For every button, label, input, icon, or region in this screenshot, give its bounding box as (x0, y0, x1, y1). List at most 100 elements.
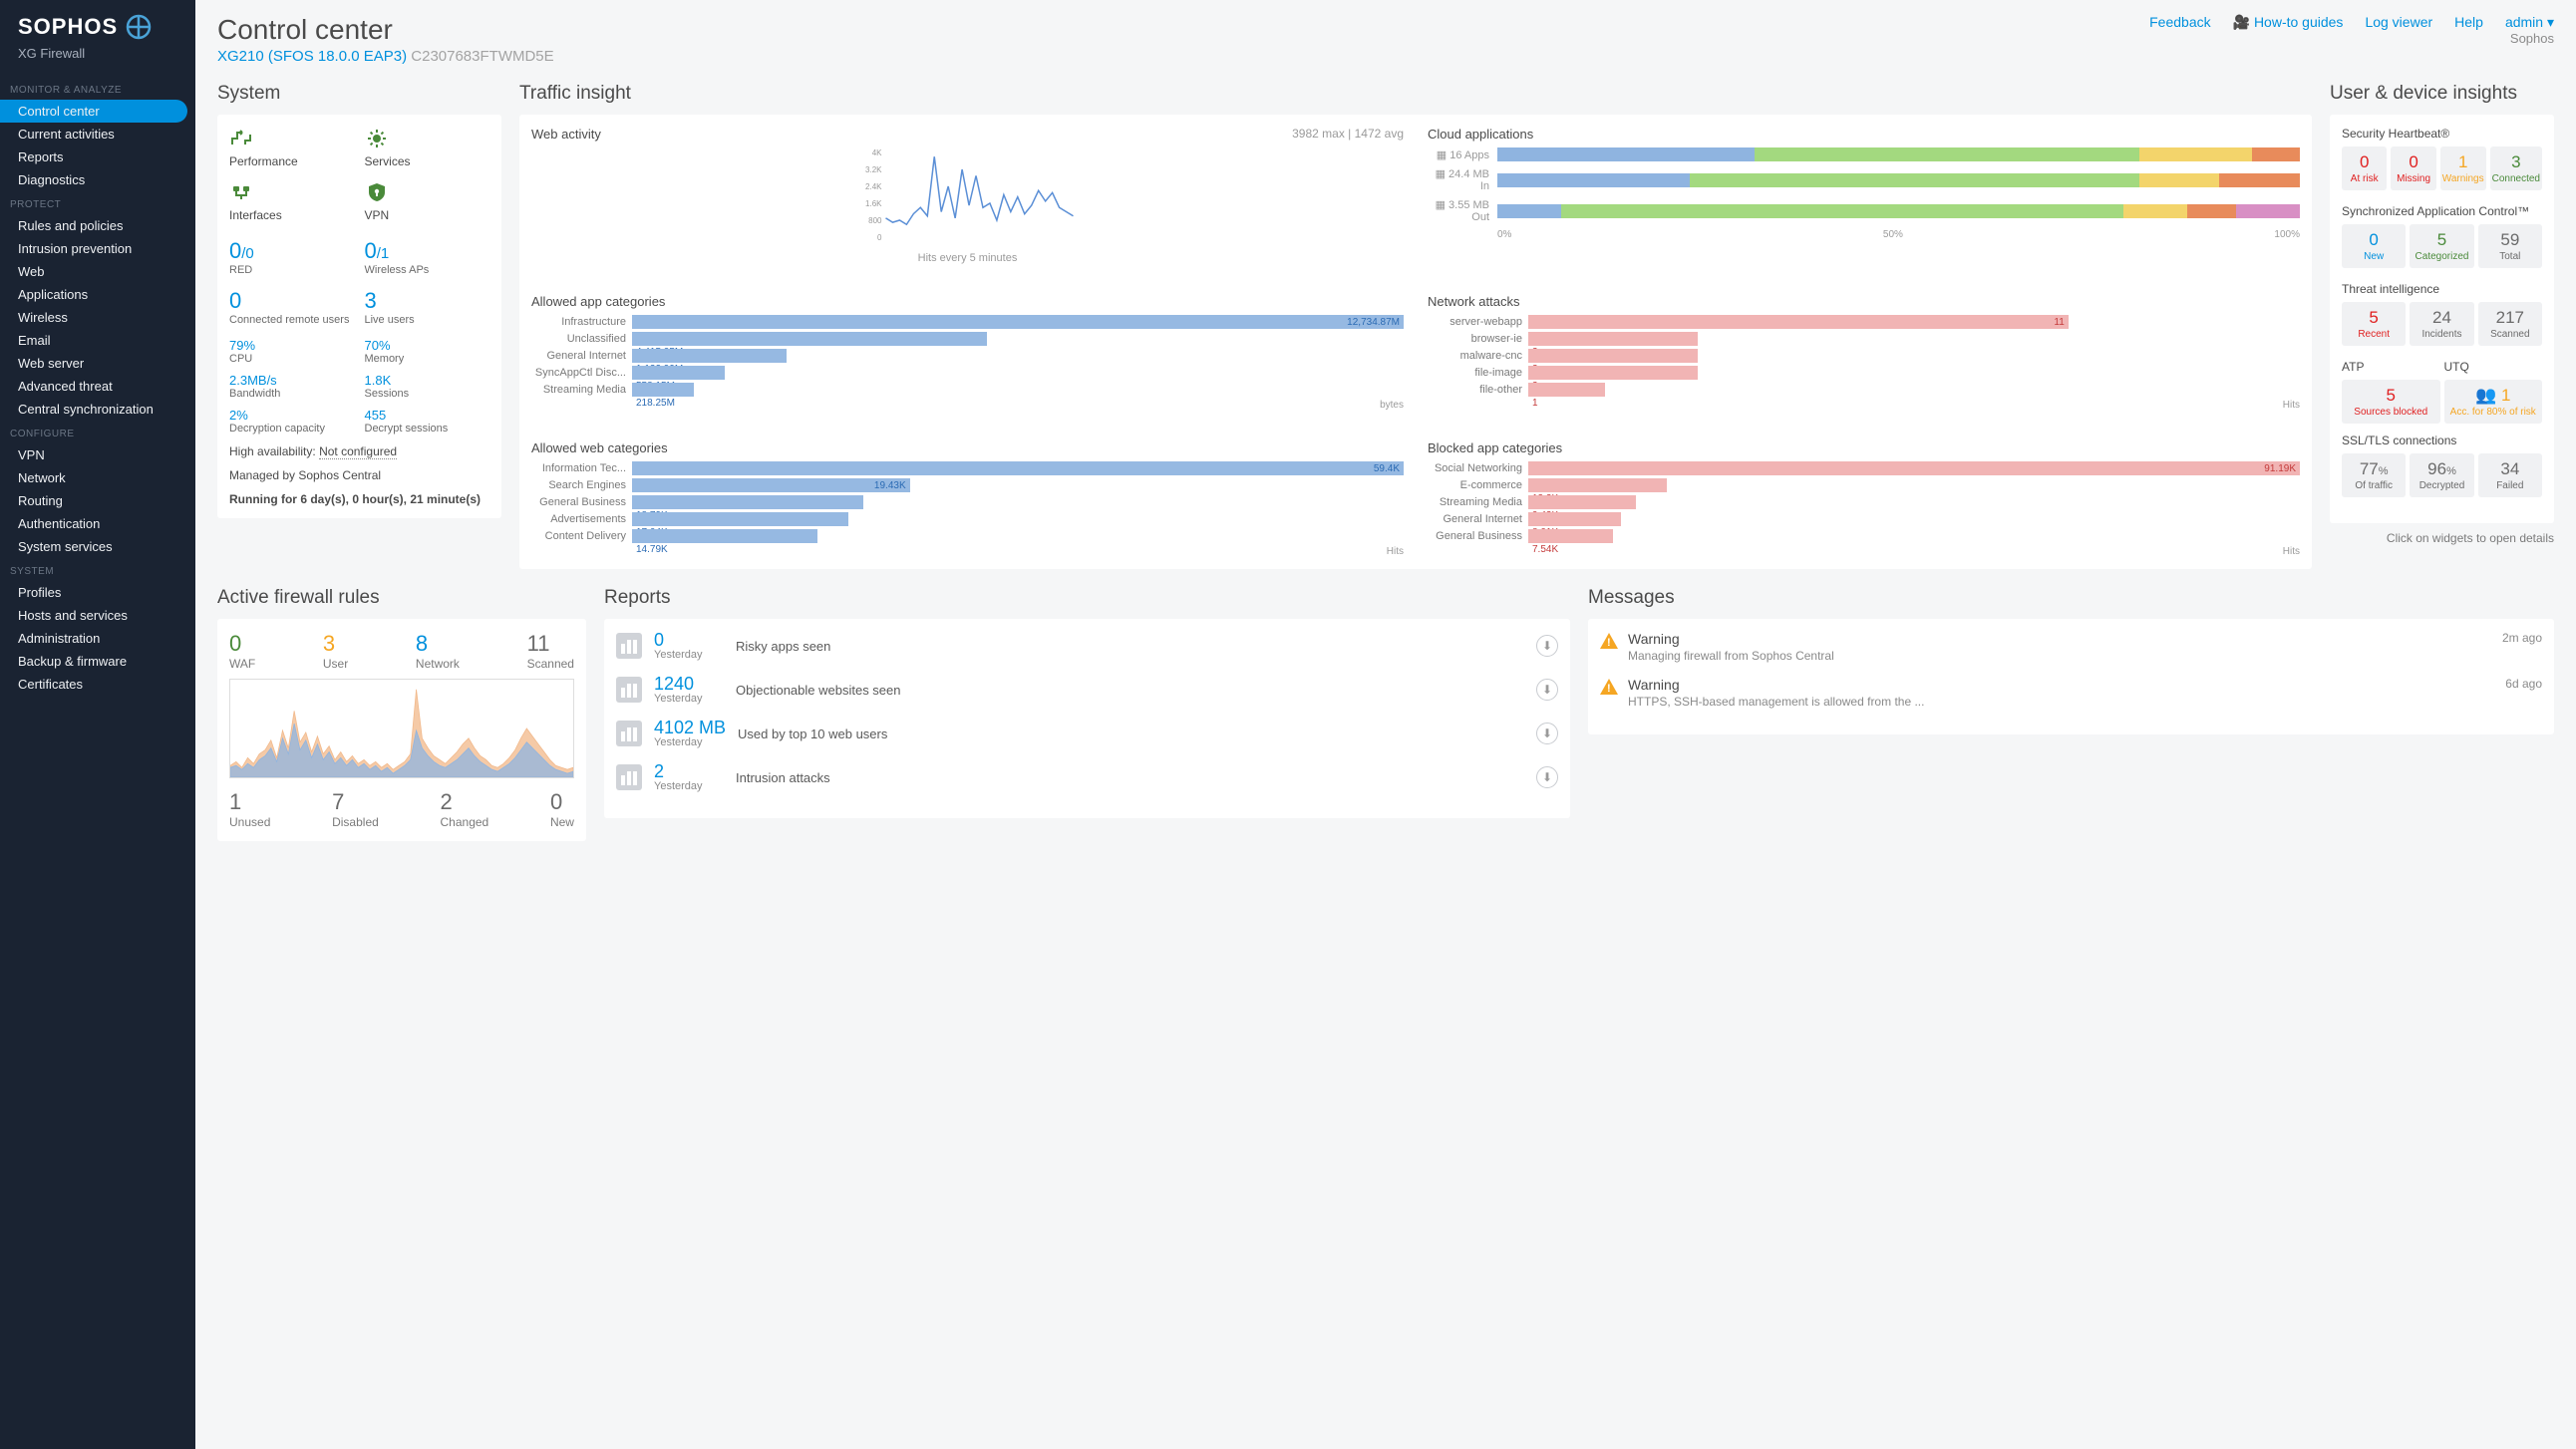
metric-bandwidth[interactable]: 2.3MB/sBandwidth (229, 373, 355, 400)
nav-item-rules-and-policies[interactable]: Rules and policies (0, 214, 195, 237)
message-row[interactable]: Warning6d agoHTTPS, SSH-based management… (1600, 677, 2542, 709)
brand-name: SOPHOS (18, 14, 118, 40)
nav-item-advanced-threat[interactable]: Advanced threat (0, 375, 195, 398)
report-row[interactable]: 0YesterdayRisky apps seen⬇ (616, 631, 1558, 661)
message-row[interactable]: Warning2m agoManaging firewall from Soph… (1600, 631, 2542, 663)
metric-cpu[interactable]: 79%CPU (229, 338, 355, 365)
nav-item-certificates[interactable]: Certificates (0, 673, 195, 696)
allowed-web-categories[interactable]: Allowed web categoriesInformation Tec...… (531, 440, 1404, 557)
system-vpn[interactable]: VPN (365, 180, 490, 222)
metric-decrypt-sessions[interactable]: 455Decrypt sessions (365, 408, 490, 435)
bar-row: General Business18.79K (531, 495, 1404, 509)
admin-menu[interactable]: admin ▾ (2505, 14, 2554, 30)
afw-waf[interactable]: 0WAF (229, 631, 255, 671)
help-link[interactable]: Help (2454, 14, 2483, 30)
ha-row: High availability: Not configured (229, 444, 489, 458)
bar-row: Advertisements17.04K (531, 512, 1404, 526)
nav-item-web-server[interactable]: Web server (0, 352, 195, 375)
stat-wireless-aps[interactable]: 0/1Wireless APs (365, 238, 490, 276)
insight-security-heartbeat-[interactable]: Security Heartbeat®0At risk0Missing1Warn… (2342, 127, 2542, 190)
topbar: Control center XG210 (SFOS 18.0.0 EAP3) … (217, 14, 2554, 65)
feedback-link[interactable]: Feedback (2149, 14, 2210, 30)
device-serial: C2307683FTWMD5E (411, 48, 553, 65)
services-icon (365, 127, 389, 150)
bar-row: E-commerce13.3K (1428, 478, 2300, 492)
widgets-hint: Click on widgets to open details (2330, 531, 2554, 545)
interfaces-icon (229, 180, 253, 204)
afw-new[interactable]: 0New (550, 789, 574, 829)
nav-item-system-services[interactable]: System services (0, 535, 195, 558)
nav-item-backup-firmware[interactable]: Backup & firmware (0, 650, 195, 673)
nav-item-current-activities[interactable]: Current activities (0, 123, 195, 145)
stat-live-users[interactable]: 3Live users (365, 288, 490, 326)
report-row[interactable]: 2YesterdayIntrusion attacks⬇ (616, 762, 1558, 792)
nav-item-reports[interactable]: Reports (0, 145, 195, 168)
nav-item-administration[interactable]: Administration (0, 627, 195, 650)
nav-item-hosts-and-services[interactable]: Hosts and services (0, 604, 195, 627)
nav-item-central-synchronization[interactable]: Central synchronization (0, 398, 195, 421)
cloud-legend: 0%50%100% (1428, 229, 2300, 240)
nav-item-routing[interactable]: Routing (0, 489, 195, 512)
nav-item-network[interactable]: Network (0, 466, 195, 489)
stat-red[interactable]: 0/0RED (229, 238, 355, 276)
traffic-title: Traffic insight (519, 83, 2312, 105)
chart-icon (616, 764, 642, 790)
device-model[interactable]: XG210 (SFOS 18.0.0 EAP3) (217, 48, 407, 65)
logviewer-link[interactable]: Log viewer (2365, 14, 2432, 30)
company-label: Sophos (2505, 31, 2554, 46)
download-icon[interactable]: ⬇ (1536, 679, 1558, 701)
download-icon[interactable]: ⬇ (1536, 635, 1558, 657)
nav-item-control-center[interactable]: Control center (0, 100, 187, 123)
managed-by: Managed by Sophos Central (229, 468, 489, 482)
chart-icon (616, 721, 642, 746)
afw-changed[interactable]: 2Changed (441, 789, 489, 829)
uptime: Running for 6 day(s), 0 hour(s), 21 minu… (229, 492, 489, 506)
system-services[interactable]: Services (365, 127, 490, 168)
metric-decryption-capacity[interactable]: 2%Decryption capacity (229, 408, 355, 435)
metric-memory[interactable]: 70%Memory (365, 338, 490, 365)
web-activity[interactable]: Web activity3982 max | 1472 avg 4K3.2K2.… (531, 127, 1404, 264)
nav-section-header: CONFIGURE (0, 421, 195, 443)
network-attacks[interactable]: Network attacksserver-webapp11browser-ie… (1428, 294, 2300, 411)
ha-value[interactable]: Not configured (319, 444, 397, 459)
messages-panel: Messages Warning2m agoManaging firewall … (1588, 587, 2554, 841)
nav-item-diagnostics[interactable]: Diagnostics (0, 168, 195, 191)
nav-item-intrusion-prevention[interactable]: Intrusion prevention (0, 237, 195, 260)
insight-synchronized-application-control-[interactable]: Synchronized Application Control™0New5Ca… (2342, 204, 2542, 268)
device-line: XG210 (SFOS 18.0.0 EAP3) C2307683FTWMD5E (217, 48, 554, 65)
insight-ssl-tls-connections[interactable]: SSL/TLS connections77%Of traffic96%Decry… (2342, 434, 2542, 497)
system-performance[interactable]: Performance (229, 127, 355, 168)
afw-network[interactable]: 8Network (416, 631, 460, 671)
system-interfaces[interactable]: Interfaces (229, 180, 355, 222)
afw-disabled[interactable]: 7Disabled (332, 789, 379, 829)
allowed-app-categories[interactable]: Allowed app categoriesInfrastructure12,7… (531, 294, 1404, 411)
nav-item-authentication[interactable]: Authentication (0, 512, 195, 535)
top-nav: Feedback 🎥 How-to guides Log viewer Help… (2149, 14, 2554, 46)
afw-user[interactable]: 3User (323, 631, 348, 671)
nav-item-profiles[interactable]: Profiles (0, 581, 195, 604)
howto-link[interactable]: 🎥 How-to guides (2233, 14, 2344, 31)
bar-row: file-other1 (1428, 383, 2300, 397)
nav-item-email[interactable]: Email (0, 329, 195, 352)
download-icon[interactable]: ⬇ (1536, 766, 1558, 788)
stat-connected-remote-users[interactable]: 0Connected remote users (229, 288, 355, 326)
reports-panel: Reports 0YesterdayRisky apps seen⬇ 1240Ye… (604, 587, 1570, 841)
bar-row: file-image3 (1428, 366, 2300, 380)
afw-unused[interactable]: 1Unused (229, 789, 270, 829)
report-row[interactable]: 4102 MBYesterdayUsed by top 10 web users… (616, 719, 1558, 748)
insight-threat-intelligence[interactable]: Threat intelligence5Recent24Incidents217… (2342, 282, 2542, 346)
blocked-app-categories[interactable]: Blocked app categoriesSocial Networking9… (1428, 440, 2300, 557)
report-row[interactable]: 1240YesterdayObjectionable websites seen… (616, 675, 1558, 705)
firewall-title: Active firewall rules (217, 587, 586, 609)
nav-item-web[interactable]: Web (0, 260, 195, 283)
nav-item-vpn[interactable]: VPN (0, 443, 195, 466)
nav-item-wireless[interactable]: Wireless (0, 306, 195, 329)
nav-item-applications[interactable]: Applications (0, 283, 195, 306)
metric-sessions[interactable]: 1.8KSessions (365, 373, 490, 400)
svg-text:1.6K: 1.6K (865, 199, 882, 208)
afw-scanned[interactable]: 11Scanned (527, 631, 574, 671)
cloud-apps[interactable]: Cloud applications ▦ 16 Apps▦ 24.4 MB In… (1428, 127, 2300, 264)
performance-icon (229, 127, 253, 150)
reports-title: Reports (604, 587, 1570, 609)
download-icon[interactable]: ⬇ (1536, 723, 1558, 744)
